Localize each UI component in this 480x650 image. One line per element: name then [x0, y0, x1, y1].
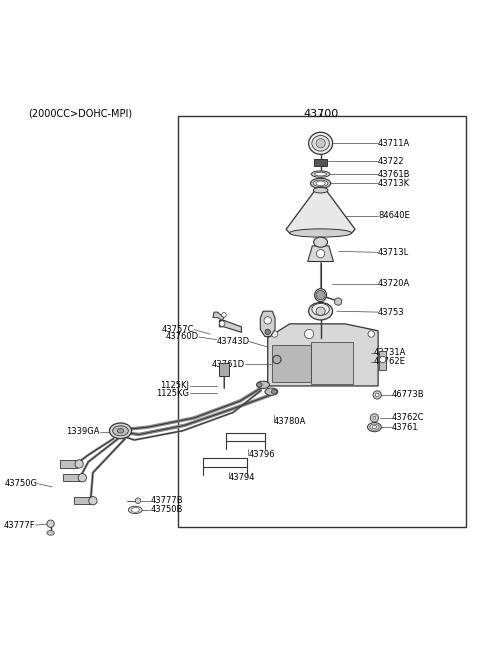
- Bar: [312, 343, 353, 384]
- Circle shape: [135, 498, 141, 504]
- Circle shape: [370, 414, 379, 422]
- Text: 46773B: 46773B: [392, 391, 424, 399]
- Ellipse shape: [314, 289, 326, 302]
- Circle shape: [273, 356, 281, 363]
- Circle shape: [219, 321, 225, 326]
- Ellipse shape: [311, 178, 331, 188]
- Ellipse shape: [289, 229, 352, 237]
- Text: 43761D: 43761D: [212, 359, 245, 369]
- Text: 1125KG: 1125KG: [156, 389, 190, 398]
- Circle shape: [265, 329, 270, 335]
- Text: 43731A: 43731A: [373, 348, 406, 357]
- Ellipse shape: [309, 302, 333, 320]
- Circle shape: [304, 330, 314, 339]
- Ellipse shape: [117, 428, 124, 433]
- Circle shape: [89, 497, 97, 505]
- Text: 43780A: 43780A: [274, 417, 306, 426]
- Text: 43711A: 43711A: [378, 139, 410, 148]
- Circle shape: [373, 417, 376, 419]
- Bar: [60, 460, 77, 467]
- Ellipse shape: [368, 422, 381, 432]
- Text: 84640E: 84640E: [378, 211, 410, 220]
- Circle shape: [47, 520, 54, 527]
- Bar: [63, 474, 81, 482]
- Text: 43796: 43796: [248, 450, 275, 459]
- Ellipse shape: [370, 424, 379, 430]
- Ellipse shape: [309, 132, 333, 154]
- Circle shape: [316, 138, 325, 148]
- Text: 43757C: 43757C: [162, 325, 194, 334]
- Ellipse shape: [313, 187, 328, 193]
- Circle shape: [380, 356, 386, 363]
- Polygon shape: [268, 324, 378, 386]
- Text: 1339GA: 1339GA: [66, 427, 100, 436]
- Circle shape: [368, 331, 374, 337]
- Ellipse shape: [265, 388, 278, 395]
- Circle shape: [316, 291, 325, 300]
- Circle shape: [335, 298, 342, 305]
- Ellipse shape: [271, 389, 277, 394]
- Ellipse shape: [314, 237, 327, 247]
- Circle shape: [373, 391, 381, 399]
- Ellipse shape: [113, 426, 128, 436]
- Ellipse shape: [372, 426, 377, 429]
- Ellipse shape: [109, 423, 132, 439]
- Text: 43700: 43700: [303, 109, 338, 119]
- Bar: [178, 116, 466, 527]
- Polygon shape: [286, 190, 355, 233]
- Text: 43794: 43794: [228, 473, 255, 482]
- Ellipse shape: [257, 381, 270, 389]
- Text: 43760D: 43760D: [166, 332, 199, 341]
- Text: 43720A: 43720A: [378, 279, 410, 288]
- Ellipse shape: [128, 506, 142, 514]
- Text: 43750G: 43750G: [5, 479, 38, 488]
- Polygon shape: [213, 312, 224, 320]
- Bar: [379, 351, 386, 370]
- Circle shape: [222, 313, 226, 317]
- Bar: [219, 363, 229, 376]
- Ellipse shape: [257, 382, 262, 387]
- Ellipse shape: [314, 172, 326, 176]
- Ellipse shape: [316, 181, 325, 186]
- Circle shape: [78, 474, 86, 482]
- Ellipse shape: [312, 171, 330, 177]
- Ellipse shape: [312, 304, 329, 315]
- Text: 43762C: 43762C: [392, 413, 424, 423]
- Text: 43722: 43722: [378, 157, 405, 166]
- Polygon shape: [260, 311, 275, 337]
- Circle shape: [264, 317, 271, 324]
- Ellipse shape: [313, 180, 328, 187]
- Text: 43761B: 43761B: [378, 170, 410, 179]
- Text: 43743D: 43743D: [216, 337, 249, 346]
- Bar: [204, 458, 247, 467]
- Text: 43761: 43761: [392, 422, 419, 432]
- Circle shape: [271, 331, 278, 337]
- Text: 43713K: 43713K: [378, 179, 410, 188]
- Circle shape: [316, 250, 325, 258]
- Ellipse shape: [312, 135, 329, 151]
- Bar: [314, 159, 327, 166]
- Text: 43713L: 43713L: [378, 248, 409, 257]
- Text: 1125KJ: 1125KJ: [160, 381, 190, 390]
- Ellipse shape: [131, 508, 139, 512]
- Text: 43750B: 43750B: [150, 506, 183, 514]
- Ellipse shape: [47, 530, 54, 535]
- Circle shape: [75, 460, 83, 468]
- Bar: [73, 497, 91, 504]
- Text: 43762E: 43762E: [373, 358, 406, 367]
- Circle shape: [375, 393, 379, 396]
- Polygon shape: [219, 320, 241, 332]
- Text: 43753: 43753: [378, 307, 405, 317]
- Ellipse shape: [316, 307, 325, 315]
- Polygon shape: [308, 246, 334, 261]
- Bar: [272, 345, 311, 382]
- Text: (2000CC>DOHC-MPI): (2000CC>DOHC-MPI): [28, 109, 132, 119]
- Text: 43777F: 43777F: [4, 521, 36, 530]
- Bar: [226, 433, 265, 441]
- Text: 43777B: 43777B: [150, 496, 183, 505]
